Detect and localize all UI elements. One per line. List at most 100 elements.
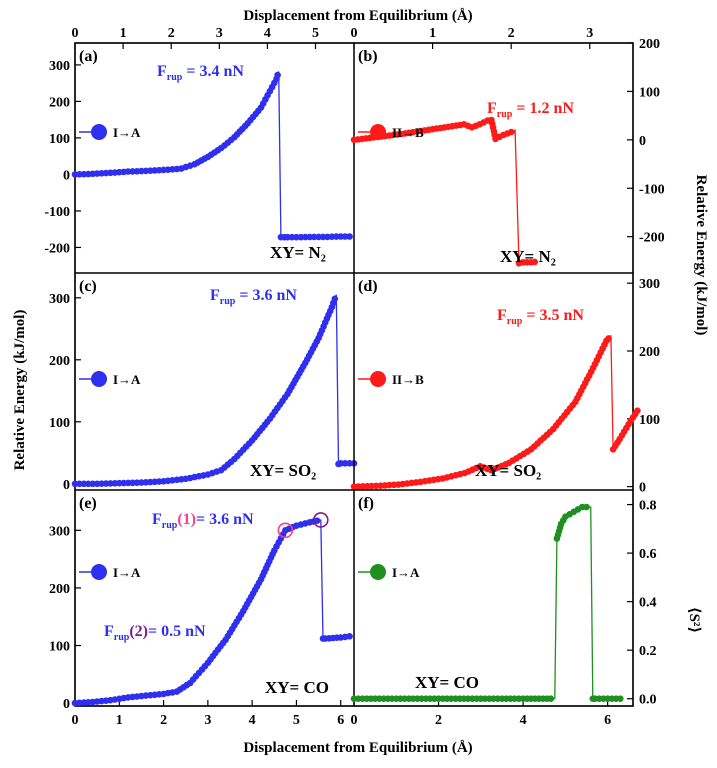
force-label: Frup = 1.2 nN: [487, 100, 574, 120]
y-tick-label: 0.4: [639, 596, 657, 611]
force-subscript: rup: [167, 72, 183, 83]
y-tick-label: 0: [63, 168, 70, 183]
top-axis-title: Displacement from Equilibrium (Å): [243, 8, 472, 24]
force-number: 3.5 nN: [539, 307, 584, 324]
data-point: [531, 258, 539, 266]
force-subscript: rup: [162, 520, 178, 531]
top-x-tick-label: 3: [216, 26, 223, 41]
top-x-tick-label: 3: [586, 26, 593, 41]
xy-label: XY= N₂: [500, 247, 556, 266]
y-tick-label: 200: [639, 345, 660, 360]
force-subscript: rup: [114, 632, 130, 643]
y-tick-label: 300: [639, 277, 660, 292]
legend-label: II→B: [392, 372, 424, 387]
panel-label: (d): [358, 278, 378, 295]
xy-label: XY= CO: [265, 678, 329, 697]
x-tick-label: 3: [204, 713, 211, 728]
top-x-tick-label: 1: [429, 26, 436, 41]
y-tick-label: 100: [639, 85, 660, 100]
y-tick-label: 100: [49, 132, 70, 147]
legend-marker: [91, 124, 107, 140]
y-tick-label: 0.6: [639, 547, 657, 562]
y-tick-label: 0.0: [639, 693, 657, 708]
x-tick-label: 0: [351, 713, 358, 728]
data-point: [507, 128, 515, 136]
right-axis-title: Relative Energy (kJ/mol): [693, 175, 709, 336]
y-tick-label: 100: [49, 416, 70, 431]
force-value: =: [522, 307, 539, 324]
y-tick-label: 100: [639, 413, 660, 428]
data-point: [583, 503, 590, 511]
force-number: 1.2 nN: [529, 100, 574, 117]
x-tick-label: 6: [337, 713, 344, 728]
xy-prefix: XY=: [265, 678, 304, 697]
series-line-f: [354, 506, 621, 700]
top-x-tick-label: 1: [120, 26, 127, 41]
force-number: 3.6 nN: [252, 287, 297, 304]
force-index: (1): [177, 511, 196, 528]
legend-marker: [370, 371, 386, 387]
x-tick-label: 1: [116, 713, 123, 728]
xy-prefix: XY=: [475, 461, 514, 480]
force-symbol: F: [152, 511, 162, 528]
force-symbol: F: [487, 100, 497, 117]
xy-molecule: SO₂: [514, 461, 542, 480]
legend-marker: [91, 371, 107, 387]
xy-prefix: XY=: [500, 247, 539, 266]
panel-f: 0.0 0.2 0.4 0.6 0.8 0 2 4 6 I→A (f) XY= CO: [351, 489, 657, 728]
y-tick-label: 0.2: [639, 644, 657, 659]
series-line-e: [74, 519, 350, 704]
force-value: =: [512, 100, 529, 117]
legend-marker: [370, 124, 386, 140]
data-point: [634, 407, 641, 415]
y-tick-label: 0: [639, 481, 646, 496]
xy-molecule: SO₂: [289, 461, 317, 480]
y-tick-label: 300: [49, 524, 70, 539]
force-label: Frup = 3.5 nN: [497, 307, 584, 327]
force-subscript: rup: [220, 296, 236, 307]
force-number: = 3.6 nN: [196, 511, 254, 528]
force-label: Frup = 3.4 nN: [157, 63, 244, 83]
xy-label: XY= SO₂: [250, 461, 316, 480]
force-label: Frup(1)= 3.6 nN: [152, 511, 254, 531]
y-tick-label: -200: [639, 231, 665, 246]
panel-label: (f): [358, 495, 374, 512]
highlight-circle-1: [277, 522, 294, 539]
legend-label: I→A: [113, 565, 141, 580]
top-x-tick-label: 0: [72, 26, 79, 41]
y-tick-label: 100: [49, 640, 70, 655]
y-tick-label: 200: [49, 95, 70, 110]
top-x-tick-label: 2: [168, 26, 175, 41]
left-axis-title: Relative Energy (kJ/mol): [12, 310, 28, 471]
legend-marker: [91, 564, 107, 580]
data-point: [346, 233, 353, 240]
top-x-tick-label: 4: [264, 26, 271, 41]
legend-label: I→A: [392, 565, 420, 580]
y-tick-label: 200: [49, 582, 70, 597]
y-tick-label: 0: [63, 478, 70, 493]
panel-a: -200 -100 0 100 200 300 I→A (a) XY= N₂ Frup = 3.4…: [44, 42, 355, 274]
y-tick-label: 200: [49, 354, 70, 369]
panel-label: (e): [79, 495, 97, 512]
y-tick-label: 200: [639, 37, 660, 52]
xy-prefix: XY=: [270, 243, 309, 262]
xy-molecule: N₂: [539, 247, 556, 266]
panel-c: 0 100 200 300 I→A (c) XY= SO₂ Frup = 3.6 nN: [49, 272, 358, 493]
y-tick-label: 0.8: [639, 499, 657, 514]
xy-label: XY= CO: [415, 673, 479, 692]
y-tick-label: -100: [44, 205, 70, 220]
force-subscript: rup: [497, 109, 513, 120]
data-point: [346, 633, 353, 640]
legend-label: I→A: [113, 125, 141, 140]
y-tick-label: 0: [639, 134, 646, 149]
x-tick-label: 6: [604, 713, 611, 728]
force-value: (1)= 3.6 nN: [177, 511, 254, 528]
force-symbol: F: [497, 307, 507, 324]
legend-label: I→A: [113, 372, 141, 387]
force-value: =: [182, 63, 199, 80]
xy-prefix: XY=: [415, 673, 454, 692]
series-line-b: [353, 119, 535, 265]
force-symbol: F: [104, 623, 114, 640]
